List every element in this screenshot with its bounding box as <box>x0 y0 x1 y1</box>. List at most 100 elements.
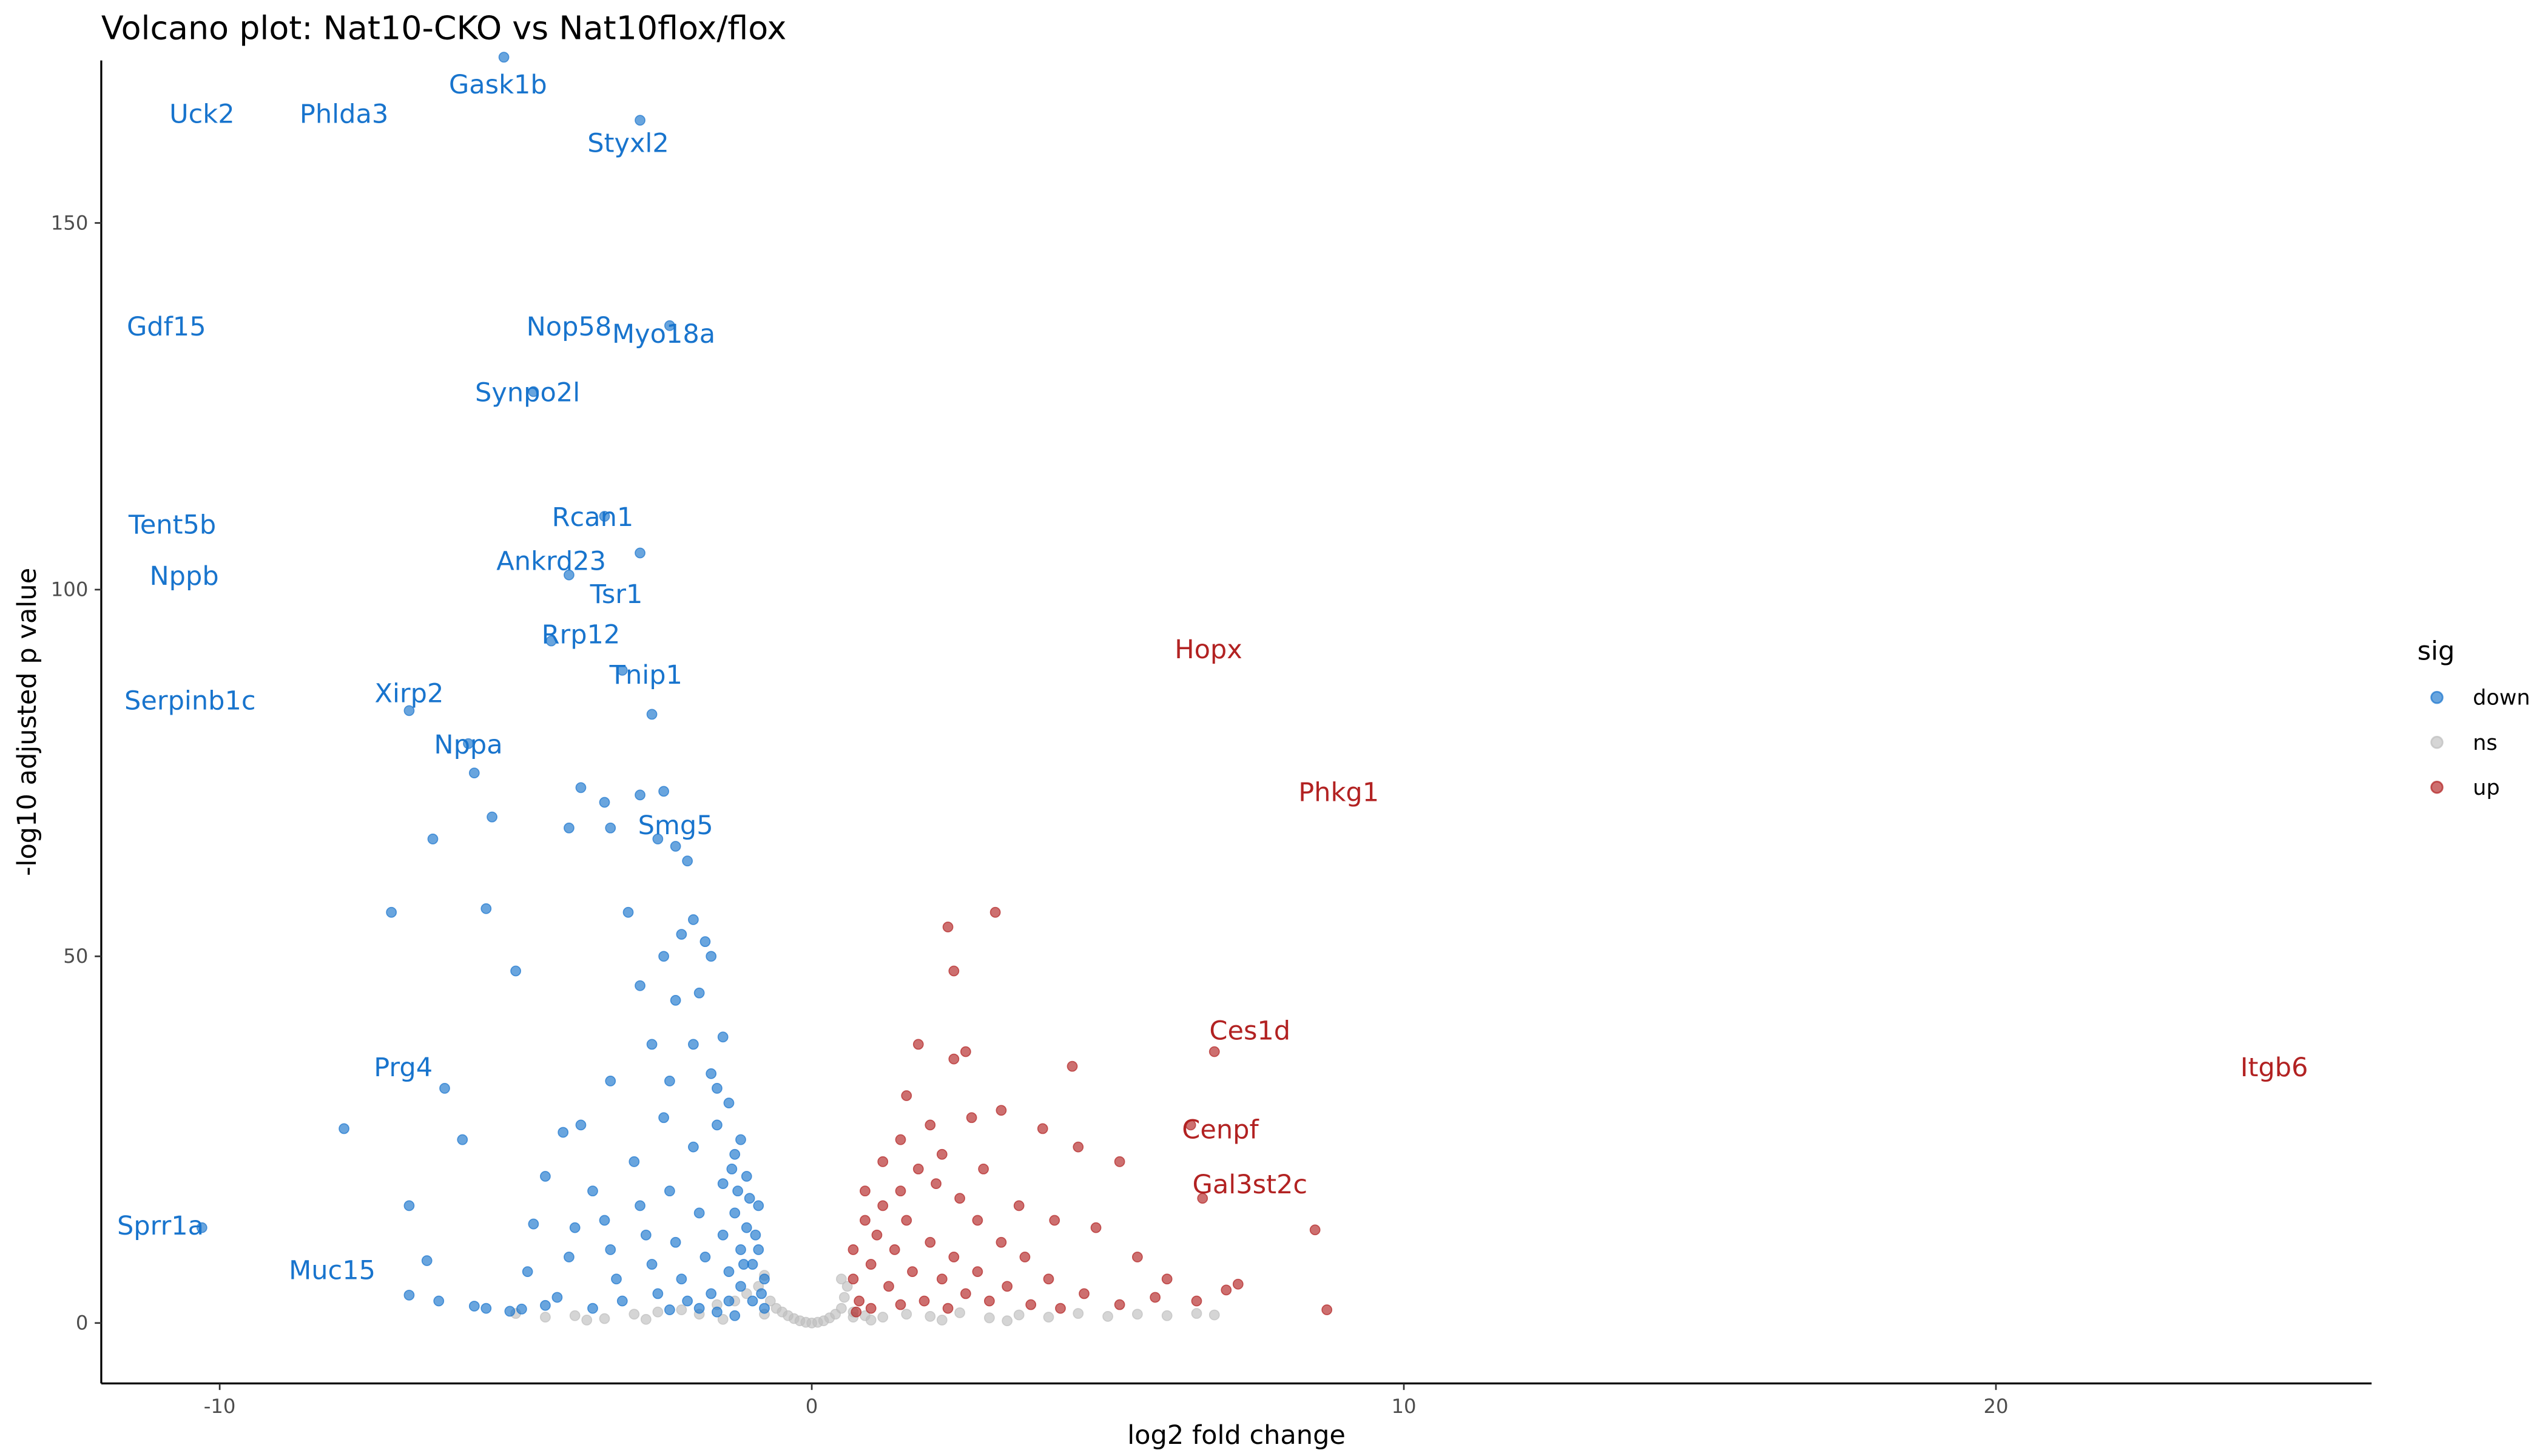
point-down <box>646 709 658 720</box>
point-up <box>960 1046 971 1057</box>
point-down <box>480 1303 492 1314</box>
point-up <box>1049 1215 1060 1226</box>
gene-label: Tnip1 <box>609 660 682 690</box>
point-down <box>747 1295 758 1307</box>
point-up <box>925 1236 936 1248</box>
point-up <box>895 1299 906 1310</box>
point-up <box>895 1134 906 1145</box>
point-up <box>954 1193 965 1204</box>
point-down <box>616 665 628 676</box>
point-up <box>1114 1299 1125 1310</box>
point-down <box>664 320 675 331</box>
gene-label: Gal3st2c <box>1193 1170 1308 1200</box>
gene-label: Styxl2 <box>587 129 669 159</box>
point-down <box>723 1097 735 1108</box>
point-down <box>723 1266 735 1278</box>
point-down <box>403 705 415 716</box>
point-down <box>717 1031 729 1043</box>
point-up <box>1013 1200 1025 1212</box>
point-up <box>1208 1046 1220 1057</box>
point-ns <box>1102 1311 1113 1322</box>
point-down <box>652 834 664 844</box>
point-ns <box>629 1309 640 1320</box>
gene-labels-layer: Uck2 Phlda3 Gask1b Styxl2 Gdf15 Nop58 Myo18a Sy… <box>117 70 2308 1286</box>
point-ns <box>841 1281 853 1292</box>
point-up <box>883 1281 894 1292</box>
point-ns <box>1013 1309 1025 1321</box>
legend-label-up: up <box>2473 776 2499 800</box>
point-down <box>712 1119 723 1131</box>
point-up <box>854 1295 865 1307</box>
point-down <box>699 936 711 948</box>
point-up <box>948 1053 960 1065</box>
point-ns <box>741 1288 752 1299</box>
point-down <box>564 1252 575 1262</box>
point-up <box>871 1229 883 1241</box>
point-down <box>611 1273 622 1285</box>
point-up <box>912 1164 924 1175</box>
gene-label: Itgb6 <box>2240 1053 2308 1083</box>
point-up <box>972 1215 983 1226</box>
point-ns <box>540 1312 551 1323</box>
point-up <box>1197 1193 1208 1204</box>
point-up <box>918 1295 930 1307</box>
point-up <box>895 1185 906 1197</box>
x-tick-label: 10 <box>1391 1395 1416 1418</box>
point-up <box>1055 1303 1066 1314</box>
point-down <box>664 1075 675 1087</box>
point-up <box>1037 1123 1048 1134</box>
point-down <box>599 1215 610 1226</box>
point-down <box>717 1229 729 1241</box>
legend-label-down: down <box>2473 686 2530 710</box>
point-down <box>635 115 645 126</box>
gene-label: Rrp12 <box>542 620 621 650</box>
gene-label: Muc15 <box>289 1256 376 1286</box>
point-down <box>635 547 645 559</box>
gene-label: Nppb <box>149 561 218 592</box>
point-down <box>564 822 575 834</box>
point-up <box>1079 1288 1090 1299</box>
gene-label: Tsr1 <box>590 579 643 610</box>
points-layer <box>196 52 1333 1329</box>
point-down <box>558 1127 569 1138</box>
point-down <box>744 1193 755 1204</box>
point-ns <box>1073 1308 1084 1319</box>
point-down <box>735 1134 746 1145</box>
point-down <box>480 903 492 914</box>
legend: sig down ns up <box>2418 636 2530 800</box>
point-down <box>747 1259 758 1270</box>
point-up <box>1309 1224 1321 1236</box>
point-ns <box>983 1312 995 1324</box>
point-ns <box>865 1315 877 1326</box>
point-down <box>670 841 681 852</box>
point-up <box>889 1244 900 1255</box>
gene-label: Cenpf <box>1182 1115 1259 1145</box>
point-ns <box>936 1315 948 1326</box>
point-down <box>522 1266 533 1278</box>
gene-label: Ces1d <box>1209 1016 1290 1046</box>
y-ticks: 0 50 100 150 <box>51 211 101 1335</box>
point-up <box>948 1252 960 1262</box>
point-up <box>901 1215 912 1226</box>
point-down <box>756 1288 767 1299</box>
point-down <box>658 786 669 797</box>
legend-key-down <box>2430 690 2444 704</box>
gene-label: Rcan1 <box>552 502 634 533</box>
point-ns <box>652 1306 664 1318</box>
point-ns <box>838 1292 850 1303</box>
point-down <box>605 1244 616 1255</box>
point-down <box>510 965 521 977</box>
point-down <box>646 1259 658 1270</box>
point-down <box>433 1295 445 1307</box>
point-down <box>738 1259 749 1270</box>
point-up <box>936 1148 948 1160</box>
point-ns <box>764 1295 776 1307</box>
point-down <box>693 987 705 999</box>
point-down <box>605 822 616 834</box>
point-down <box>640 1229 652 1241</box>
point-down <box>676 1273 687 1285</box>
point-up <box>865 1303 877 1314</box>
point-ns <box>599 1313 610 1324</box>
point-ns <box>877 1312 889 1323</box>
point-up <box>912 1039 924 1050</box>
